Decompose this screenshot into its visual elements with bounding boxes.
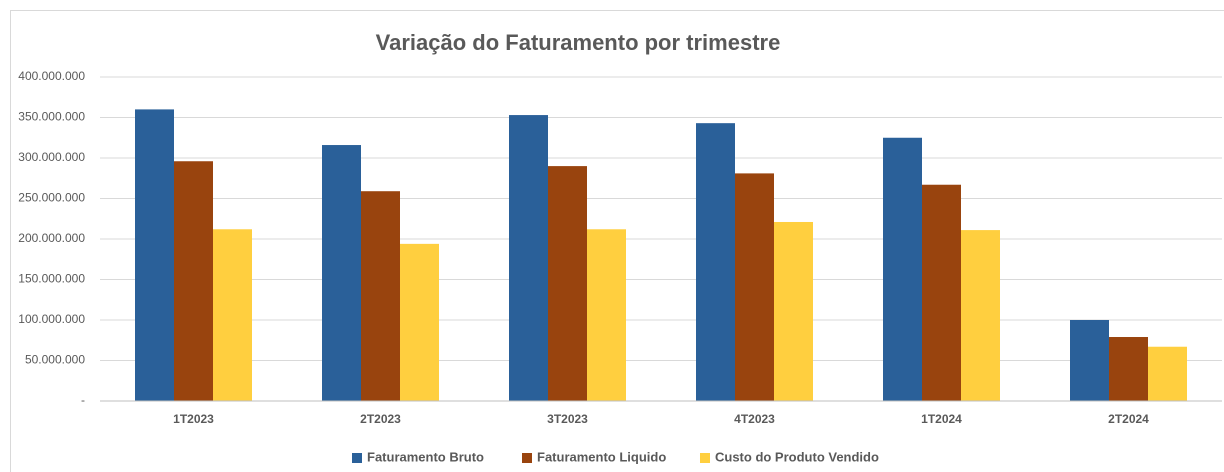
bar xyxy=(922,184,961,401)
bar xyxy=(883,137,922,401)
legend-label: Custo do Produto Vendido xyxy=(715,449,879,464)
bar xyxy=(213,229,252,401)
x-tick-label: 2T2023 xyxy=(360,412,401,426)
y-tick-label: 150.000.000 xyxy=(18,272,85,286)
bar xyxy=(1148,346,1187,401)
legend-swatch xyxy=(700,453,710,463)
bar xyxy=(135,109,174,402)
bar xyxy=(548,166,587,401)
bar xyxy=(587,229,626,401)
legend-swatch xyxy=(522,453,532,463)
bar xyxy=(400,243,439,401)
bar xyxy=(696,123,735,402)
y-tick-label: 100.000.000 xyxy=(18,312,85,326)
legend-swatch xyxy=(352,453,362,463)
legend-label: Faturamento Liquido xyxy=(537,449,666,464)
chart-title: Variação do Faturamento por trimestre xyxy=(376,30,781,55)
y-tick-label: 400.000.000 xyxy=(18,69,85,83)
y-tick-label: 200.000.000 xyxy=(18,231,85,245)
bar xyxy=(1070,320,1109,401)
x-tick-label: 4T2023 xyxy=(734,412,775,426)
bar xyxy=(961,230,1000,401)
bar xyxy=(774,221,813,401)
bar xyxy=(509,115,548,401)
bar xyxy=(174,161,213,401)
bar xyxy=(735,173,774,401)
bar xyxy=(361,191,400,401)
legend-label: Faturamento Bruto xyxy=(367,449,484,464)
y-tick-label: - xyxy=(81,393,85,407)
bar xyxy=(1109,337,1148,401)
x-tick-label: 1T2023 xyxy=(173,412,214,426)
y-tick-label: 250.000.000 xyxy=(18,191,85,205)
y-tick-label: 300.000.000 xyxy=(18,150,85,164)
y-tick-label: 50.000.000 xyxy=(25,353,85,367)
bar xyxy=(322,145,361,401)
x-tick-label: 1T2024 xyxy=(921,412,962,426)
x-tick-label: 3T2023 xyxy=(547,412,588,426)
x-tick-label: 2T2024 xyxy=(1108,412,1149,426)
y-tick-label: 350.000.000 xyxy=(18,110,85,124)
